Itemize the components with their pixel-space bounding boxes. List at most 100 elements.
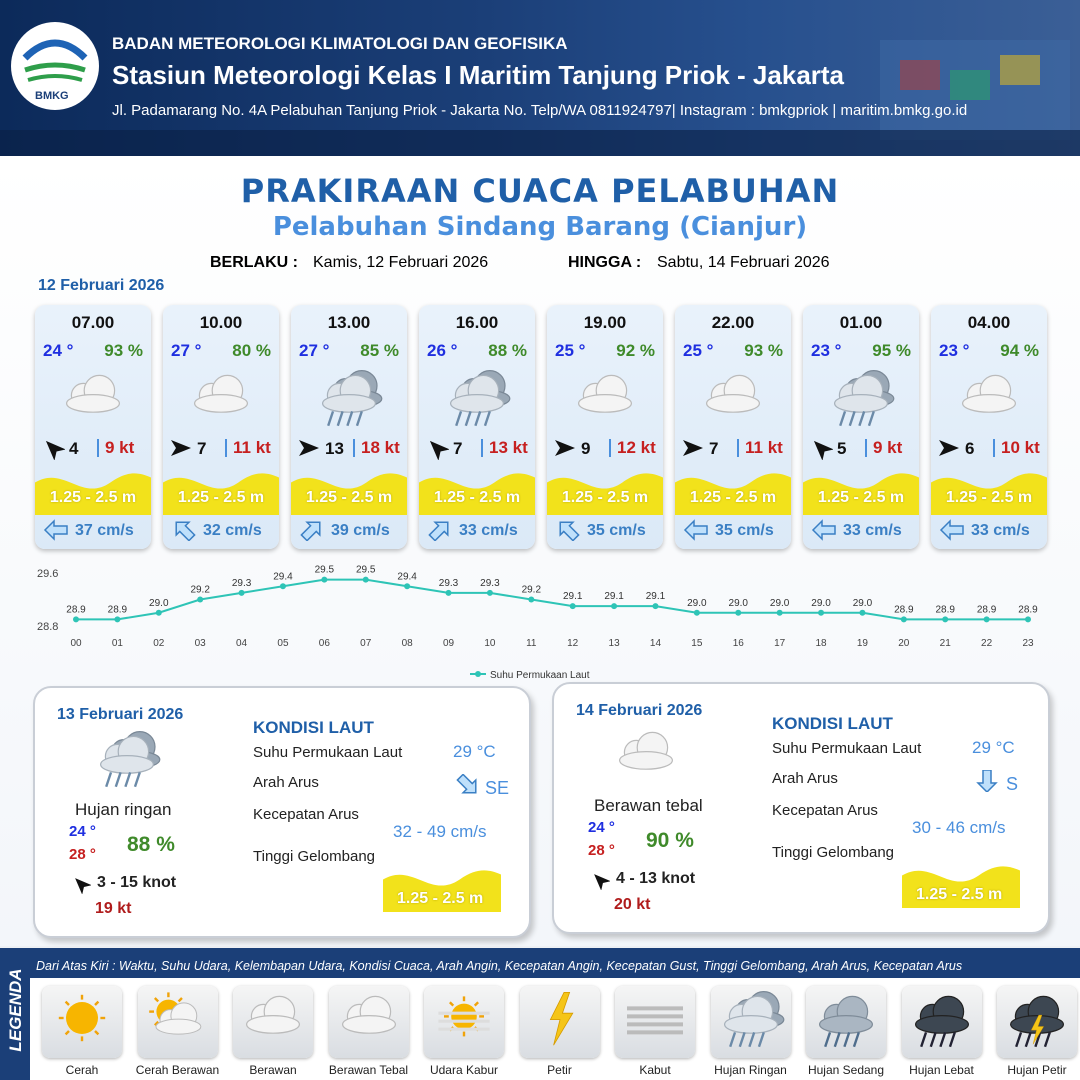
- time: 22.00: [711, 313, 755, 332]
- temp-max: 28 °: [69, 846, 96, 863]
- day-date: 13 Februari 2026: [57, 706, 184, 723]
- icon-part: [114, 772, 122, 788]
- current-direction: [299, 519, 325, 546]
- icon-part: [1000, 55, 1040, 85]
- icon-part: [950, 70, 990, 100]
- title: PRAKIRAAN CUACA PELABUHAN: [240, 172, 840, 210]
- icon-part: [683, 519, 708, 541]
- icon-part: [429, 440, 450, 461]
- header-art: [0, 22, 1080, 156]
- sst-point: [942, 616, 949, 623]
- speed-label: Kecepatan Arus: [253, 806, 359, 823]
- time: 04.00: [967, 313, 1011, 332]
- legend-item-label: Udara Kabur: [429, 1063, 499, 1077]
- x-tick-label: 12: [567, 638, 579, 649]
- day-wind: 4 - 13 knot: [616, 870, 696, 887]
- icon: [723, 991, 784, 1048]
- icon-part: [291, 473, 407, 515]
- speed-label: Kecepatan Arus: [772, 802, 878, 819]
- icon-part: [171, 440, 191, 456]
- icon-part: [843, 1032, 851, 1048]
- icon: [58, 994, 106, 1042]
- icon: [547, 473, 663, 515]
- icon: [675, 473, 791, 515]
- icon-part: [94, 1030, 100, 1036]
- icon-part: [834, 394, 888, 413]
- wave-band: [931, 465, 1047, 515]
- to-label: HINGGA :: [568, 254, 642, 271]
- icon-part: [824, 1032, 832, 1048]
- icon-part: [27, 74, 83, 82]
- humidity: 94 %: [1000, 341, 1039, 360]
- icon-part: [728, 1032, 736, 1048]
- sst-point: [73, 616, 79, 623]
- icon-part: [627, 1006, 683, 1035]
- icon-part: [428, 521, 449, 542]
- legend-icon: [997, 986, 1077, 1058]
- icon-part: [555, 440, 575, 456]
- data-label: 29.0: [811, 598, 831, 609]
- weather-icon: [565, 365, 645, 434]
- subtitle: Pelabuhan Sindang Barang (Cianjur): [272, 212, 808, 242]
- icon-part: [1043, 1032, 1051, 1048]
- icon: [291, 473, 407, 515]
- icon-part: [811, 519, 836, 541]
- icon-part: [383, 870, 501, 912]
- weather-icon: [309, 365, 389, 434]
- legend-icon: [806, 986, 886, 1058]
- icon-part: [1015, 1032, 1051, 1048]
- day1-date: 12 Februari 2026: [38, 277, 165, 294]
- legend-icon: [137, 986, 218, 1058]
- legend-marker: [475, 671, 481, 677]
- from-date: Kamis, 12 Februari 2026: [313, 254, 489, 271]
- icon-part: [723, 1015, 778, 1034]
- time: 07.00: [71, 313, 115, 332]
- wave-height: 1.25 - 2.5 m: [945, 489, 1033, 506]
- icon-part: [738, 1032, 746, 1048]
- from-label: BERLAKU :: [210, 254, 298, 271]
- dir-value: SE: [485, 778, 510, 798]
- current-speed: 35 cm/s: [587, 522, 646, 539]
- time: 19.00: [583, 313, 627, 332]
- icon-part: [819, 1015, 873, 1034]
- current-direction: [974, 769, 1000, 797]
- icon-part: [1030, 1014, 1045, 1045]
- forecast-card: 07.00 24 ° 93 % 4 9 kt 1.25 - 2.5 m 37 cm/s: [35, 305, 151, 549]
- humidity: 93 %: [104, 341, 143, 360]
- x-tick-label: 10: [484, 638, 496, 649]
- icon-part: [438, 1011, 490, 1031]
- legend-item-label: Hujan Ringan: [714, 1063, 787, 1077]
- icon: [549, 992, 574, 1046]
- gust: 11 kt: [225, 439, 271, 457]
- icon-part: [246, 1015, 300, 1034]
- sst-point: [279, 583, 286, 590]
- icon-part: [976, 769, 998, 794]
- x-tick-label: 17: [774, 638, 786, 649]
- air-temp: 26 °: [427, 341, 458, 360]
- icon: [555, 440, 575, 456]
- legend-title: LEGENDA: [6, 968, 25, 1052]
- icon-part: [852, 1032, 860, 1048]
- wave-band: [547, 465, 663, 515]
- icon-part: [175, 521, 196, 542]
- legend-item-label: Berawan Tebal: [328, 1063, 409, 1077]
- icon-part: [105, 772, 141, 788]
- icon-part: [1024, 1032, 1032, 1048]
- icon-part: [322, 394, 376, 413]
- icon-part: [75, 878, 92, 895]
- current-direction: [43, 519, 69, 546]
- icon-part: [163, 473, 279, 515]
- forecast-card: 16.00 26 ° 88 % 7 13 kt 1.25 - 2.5 m 33 cm/s: [419, 305, 535, 549]
- wind-direction: [681, 436, 705, 465]
- day-icon: [606, 722, 686, 791]
- forecast-card: 01.00 23 ° 95 % 5 9 kt 1.25 - 2.5 m 33 cm/s: [803, 305, 919, 549]
- data-label: 29.4: [273, 571, 293, 582]
- to-date: Sabtu, 14 Februari 2026: [657, 254, 830, 271]
- icon: [939, 440, 959, 456]
- icon: [438, 996, 490, 1037]
- weather-icon: [821, 365, 901, 434]
- legend-icon: [710, 986, 791, 1058]
- icon-part: [177, 997, 183, 1003]
- legend-icon: [424, 986, 504, 1058]
- icon: [35, 473, 151, 515]
